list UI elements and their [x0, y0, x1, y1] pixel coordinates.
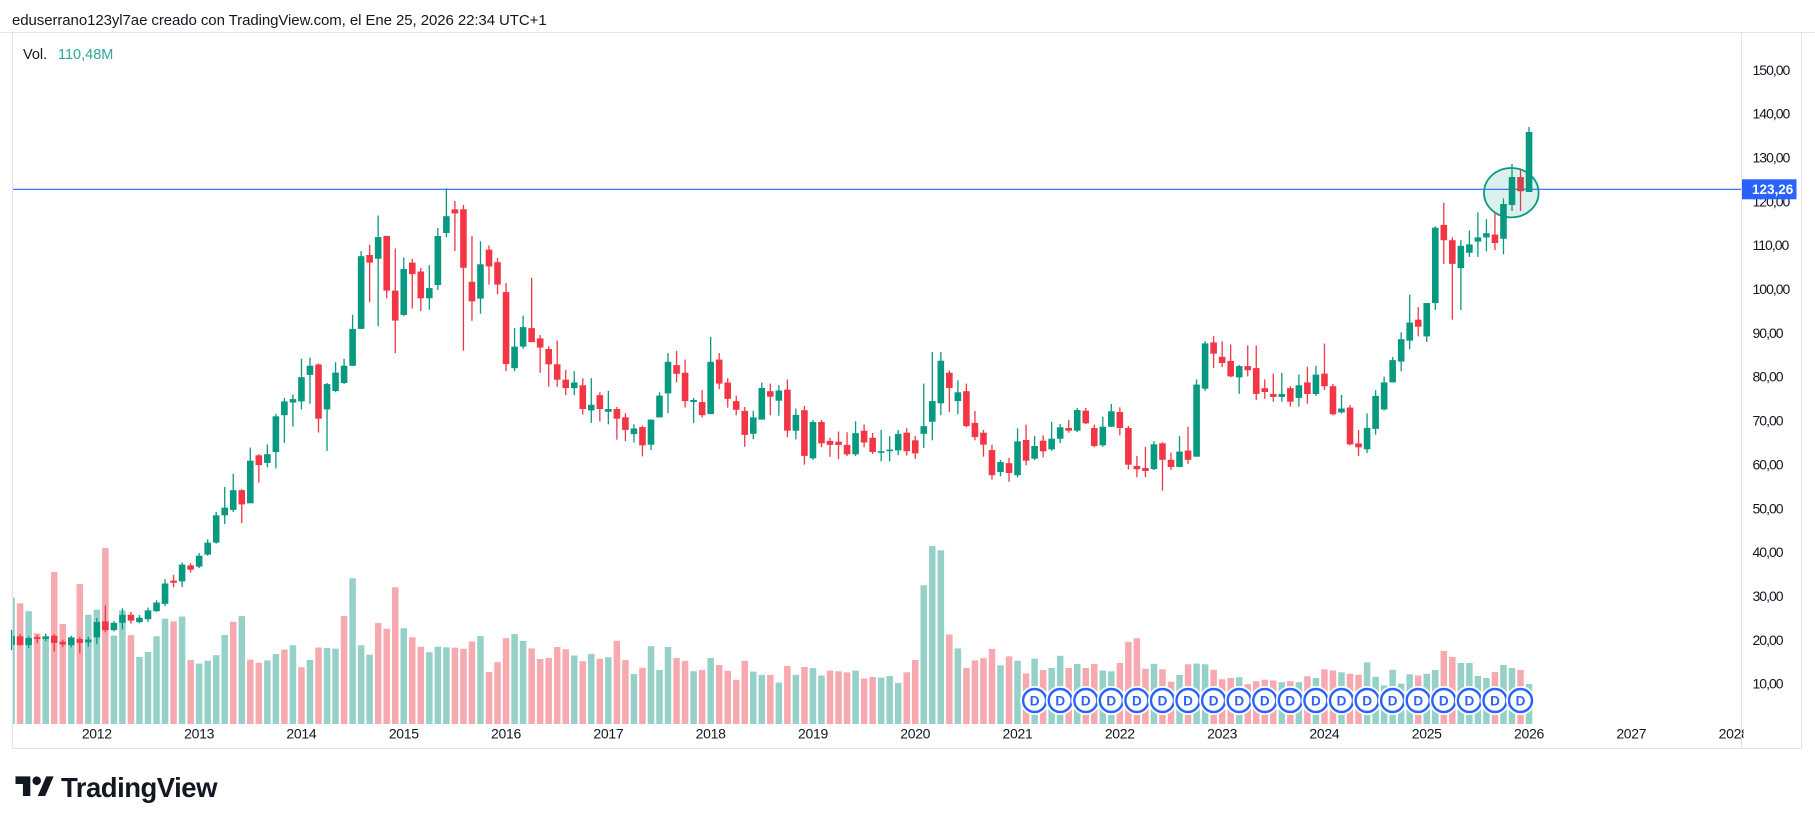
svg-text:40,00: 40,00	[1753, 544, 1784, 560]
svg-text:2024: 2024	[1309, 726, 1339, 742]
svg-text:TradingView: TradingView	[61, 772, 218, 803]
svg-text:D: D	[1158, 694, 1168, 709]
svg-text:50,00: 50,00	[1753, 500, 1784, 516]
svg-text:2015: 2015	[389, 726, 419, 742]
svg-text:140,00: 140,00	[1753, 106, 1791, 122]
svg-text:100,00: 100,00	[1753, 281, 1791, 297]
svg-text:D: D	[1055, 694, 1065, 709]
svg-text:Vol.: Vol.	[23, 47, 47, 63]
svg-text:2018: 2018	[696, 726, 726, 742]
svg-text:123,26: 123,26	[1752, 182, 1794, 197]
svg-text:eduserrano123yl7ae creado con: eduserrano123yl7ae creado con TradingVie…	[12, 12, 547, 29]
svg-text:D: D	[1209, 694, 1219, 709]
svg-text:2021: 2021	[1003, 726, 1033, 742]
svg-text:2022: 2022	[1105, 726, 1135, 742]
svg-text:2023: 2023	[1207, 726, 1237, 742]
svg-text:D: D	[1362, 694, 1372, 709]
svg-text:2020: 2020	[900, 726, 930, 742]
svg-text:D: D	[1183, 694, 1193, 709]
svg-text:2026: 2026	[1514, 726, 1544, 742]
svg-text:130,00: 130,00	[1753, 150, 1791, 166]
svg-text:2025: 2025	[1412, 726, 1442, 742]
svg-text:D: D	[1439, 694, 1449, 709]
svg-text:D: D	[1285, 694, 1295, 709]
svg-text:D: D	[1234, 694, 1244, 709]
svg-text:2027: 2027	[1616, 726, 1646, 742]
svg-text:2019: 2019	[798, 726, 828, 742]
svg-text:60,00: 60,00	[1753, 456, 1784, 472]
svg-text:110,48M: 110,48M	[58, 47, 113, 63]
svg-text:20,00: 20,00	[1753, 632, 1784, 648]
svg-text:D: D	[1030, 694, 1040, 709]
svg-text:2016: 2016	[491, 726, 521, 742]
svg-text:D: D	[1106, 694, 1116, 709]
svg-text:D: D	[1388, 694, 1398, 709]
svg-text:80,00: 80,00	[1753, 369, 1784, 385]
svg-text:70,00: 70,00	[1753, 413, 1784, 429]
svg-text:2028: 2028	[1719, 726, 1749, 742]
svg-text:D: D	[1413, 694, 1423, 709]
svg-text:30,00: 30,00	[1753, 588, 1784, 604]
svg-text:D: D	[1132, 694, 1142, 709]
svg-text:D: D	[1516, 694, 1526, 709]
svg-text:2017: 2017	[593, 726, 623, 742]
svg-text:D: D	[1260, 694, 1270, 709]
svg-text:D: D	[1490, 694, 1500, 709]
svg-text:2012: 2012	[82, 726, 112, 742]
svg-text:D: D	[1337, 694, 1347, 709]
svg-text:90,00: 90,00	[1753, 325, 1784, 341]
svg-text:2013: 2013	[184, 726, 214, 742]
svg-text:D: D	[1465, 694, 1475, 709]
svg-text:2014: 2014	[286, 726, 316, 742]
svg-text:D: D	[1311, 694, 1321, 709]
svg-text:10,00: 10,00	[1753, 676, 1784, 692]
svg-text:D: D	[1081, 694, 1091, 709]
svg-text:150,00: 150,00	[1753, 62, 1791, 78]
svg-text:110,00: 110,00	[1753, 237, 1790, 253]
